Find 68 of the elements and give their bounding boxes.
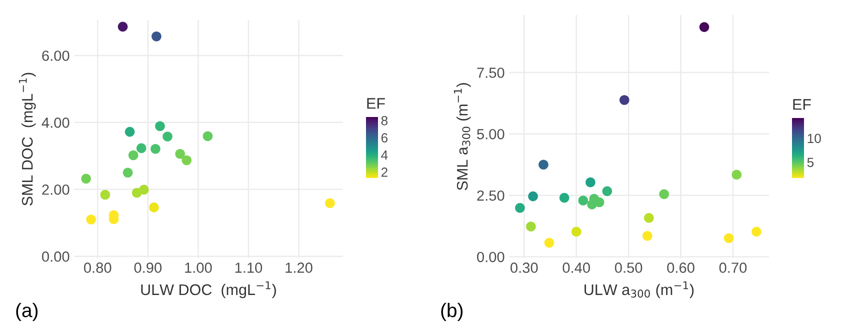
y-axis-title: SML DOC (mgL$^{−1}$)	[18, 72, 36, 206]
x-tick-label: 0.50	[614, 262, 642, 273]
y-axis-title: SML a$_{300}$ (m$^{−1}$)	[454, 83, 471, 190]
color-bar-title: EF	[367, 98, 385, 109]
x-tick-label: 0.80	[84, 262, 112, 273]
y-tick-label: 6.00	[42, 50, 70, 61]
point	[515, 202, 525, 213]
point	[149, 202, 159, 212]
color-bar-label: 10	[808, 134, 821, 144]
point	[642, 230, 652, 241]
x-tick-label: 1.00	[185, 262, 212, 273]
y-tick-label: 5.00	[477, 129, 504, 140]
color-bar-label: 8	[381, 116, 388, 126]
point	[538, 160, 548, 170]
point	[118, 22, 128, 32]
point	[699, 22, 710, 32]
x-tick-label: 0.60	[667, 262, 694, 273]
x-tick-label: 0.40	[562, 262, 590, 273]
point	[81, 174, 91, 184]
point	[752, 226, 762, 237]
point	[526, 222, 536, 232]
point	[86, 214, 96, 224]
color-bar-label: 2	[381, 168, 388, 177]
point	[155, 121, 165, 132]
point	[136, 143, 146, 154]
text: (a)	[16, 302, 38, 322]
point	[724, 233, 734, 244]
y-tick-label: 2.00	[42, 184, 70, 195]
point	[182, 155, 192, 166]
x-tick-label: 0.30	[510, 262, 538, 273]
point	[150, 144, 160, 154]
color-bar-label: 6	[381, 133, 388, 143]
point	[619, 95, 630, 105]
point	[571, 226, 582, 237]
point	[732, 170, 742, 180]
point	[122, 168, 133, 178]
color-bar-title: EF	[793, 99, 811, 110]
x-tick-label: 0.70	[719, 262, 747, 273]
point	[528, 191, 538, 202]
text: (b)	[441, 302, 463, 322]
point	[586, 177, 596, 188]
point	[602, 186, 612, 196]
point	[175, 148, 185, 159]
x-axis-title: ULW a$_{300}$ (m$^{−1}$)	[584, 281, 694, 298]
y-tick-label: 4.00	[42, 118, 70, 128]
color-bar-label: 5	[807, 158, 814, 168]
x-tick-label: 0.90	[134, 262, 162, 273]
point	[138, 184, 149, 195]
point	[544, 238, 554, 248]
y-tick-label: 2.50	[477, 190, 504, 201]
point	[202, 131, 213, 142]
point	[644, 213, 654, 223]
point	[128, 150, 138, 160]
x-tick-label: 1.20	[286, 262, 312, 273]
point	[152, 31, 162, 42]
point	[325, 198, 335, 208]
color-bar-label: 4	[381, 150, 388, 160]
y-tick-label: 7.50	[477, 68, 504, 78]
point	[162, 132, 172, 142]
point	[559, 192, 570, 203]
x-tick-label: 1.10	[235, 262, 262, 273]
point	[100, 190, 110, 200]
y-tick-label: 0.00	[42, 251, 70, 262]
point	[578, 196, 588, 206]
point	[659, 189, 669, 200]
y-tick-label: 0.00	[477, 252, 504, 262]
point	[124, 126, 135, 137]
x-axis-title: ULW DOC (mgL$^{−1}$)	[141, 281, 276, 298]
